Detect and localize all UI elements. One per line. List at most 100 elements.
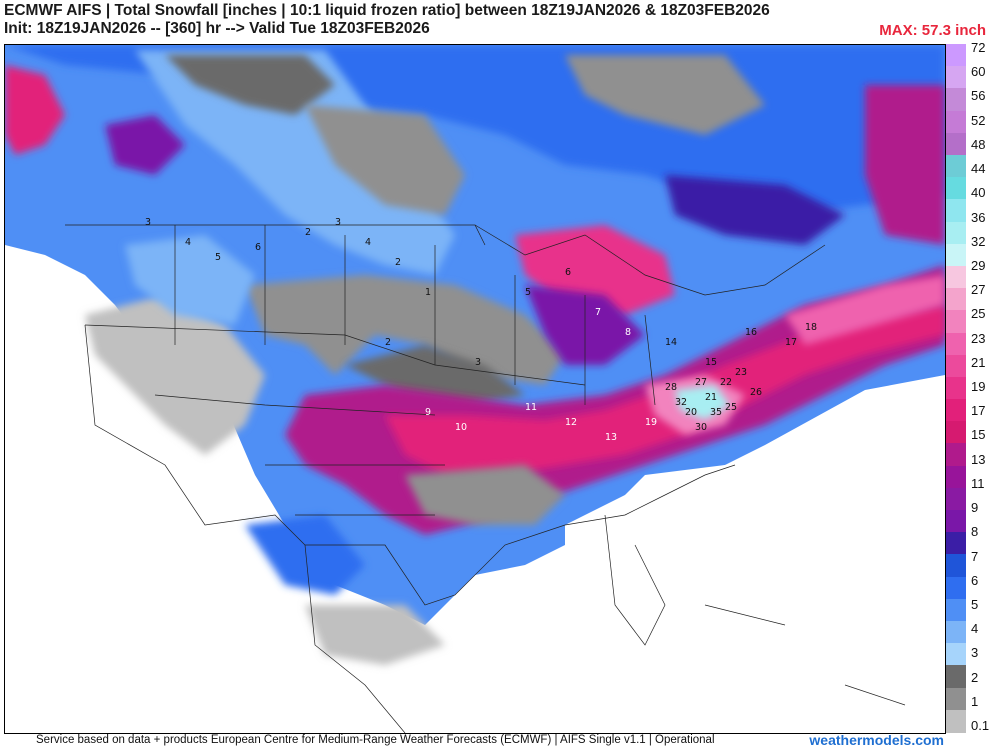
color-scale-segment	[946, 532, 966, 556]
snowfall-map: 3 4 5 6 2 3 4 2 1 2 3 5 6 7 8 9 10 11 12…	[4, 44, 946, 734]
max-snowfall-label: MAX: 57.3 inch	[879, 22, 986, 39]
color-scale-level: 27	[971, 282, 986, 298]
color-scale-level: 0.1	[971, 718, 990, 733]
color-scale-level: 17	[971, 403, 986, 419]
snow-label: 9	[425, 407, 431, 418]
color-scale-bar	[946, 44, 968, 733]
color-scale-segment	[946, 421, 966, 445]
snow-label: 6	[565, 267, 571, 278]
snow-label: 17	[785, 337, 797, 348]
snow-label: 11	[525, 402, 537, 413]
snow-label: 10	[455, 422, 467, 433]
color-scale-segment	[946, 399, 966, 423]
snow-label: 16	[745, 327, 757, 338]
color-scale-segment	[946, 554, 966, 578]
snow-label: 19	[645, 417, 657, 428]
color-scale-segment	[946, 243, 966, 267]
color-scale-segment	[946, 221, 966, 245]
color-scale-segment	[946, 288, 966, 312]
snow-label: 5	[215, 252, 221, 263]
snow-label: 5	[525, 287, 531, 298]
snow-label: 20	[685, 407, 697, 418]
color-scale-level: 2	[971, 669, 979, 685]
snow-label: 26	[750, 387, 762, 398]
snow-label: 1	[425, 287, 431, 298]
color-scale-segment	[946, 154, 966, 178]
color-scale-segment	[946, 354, 966, 378]
map-subtitle: Init: 18Z19JAN2026 -- [360] hr --> Valid…	[4, 20, 430, 37]
color-scale-level: 6	[971, 572, 979, 588]
color-scale-level: 15	[971, 427, 986, 443]
color-scale-level: 56	[971, 88, 986, 104]
color-scale-level: 8	[971, 524, 979, 540]
snow-label: 8	[625, 327, 631, 338]
snow-label: 13	[605, 432, 617, 443]
color-scale-segment	[946, 510, 966, 534]
color-scale-level: 29	[971, 257, 986, 273]
snow-label: 22	[720, 377, 732, 388]
snowfall-point-labels: 3 4 5 6 2 3 4 2 1 2 3 5 6 7 8 9 10 11 12…	[145, 217, 817, 443]
snowfall-map-canvas: 3 4 5 6 2 3 4 2 1 2 3 5 6 7 8 9 10 11 12…	[5, 45, 945, 733]
snow-label: 2	[395, 257, 401, 268]
snow-label: 30	[695, 422, 707, 433]
color-scale-level: 13	[971, 451, 986, 467]
snow-label: 2	[385, 337, 391, 348]
snow-label: 7	[595, 307, 601, 318]
color-scale-segment	[946, 665, 966, 689]
snow-label: 14	[665, 337, 677, 348]
color-scale-segment	[946, 44, 966, 67]
color-scale-level: 19	[971, 379, 986, 394]
color-scale-level: 3	[971, 645, 979, 661]
snow-label: 23	[735, 367, 747, 378]
color-scale-level: 36	[971, 209, 986, 225]
snow-label: 3	[475, 357, 481, 368]
color-scale-segment	[946, 66, 966, 90]
color-scale-level: 44	[971, 161, 986, 177]
color-scale-level: 4	[971, 621, 979, 637]
color-scale-segment	[946, 576, 966, 600]
color-scale-segment	[946, 443, 966, 467]
snow-label: 18	[805, 322, 817, 333]
color-scale-segment	[946, 687, 966, 711]
color-scale-segment	[946, 598, 966, 622]
color-scale-level: 48	[971, 136, 986, 152]
color-scale-level: 23	[971, 330, 986, 346]
snow-label: 21	[705, 392, 717, 403]
snow-label: 6	[255, 242, 261, 253]
snow-label: 35	[710, 407, 722, 418]
color-scale-level: 72	[971, 40, 986, 55]
color-scale-segment	[946, 132, 966, 156]
snow-label: 12	[565, 417, 577, 428]
color-scale-level: 1	[971, 693, 979, 709]
snow-label: 3	[335, 217, 341, 228]
color-scale-segment	[946, 265, 966, 289]
color-scale-level: 11	[971, 475, 985, 491]
color-scale-level: 25	[971, 306, 986, 322]
color-scale-segment	[946, 88, 966, 112]
color-scale-segment	[946, 177, 966, 201]
snow-label: 27	[695, 377, 707, 388]
color-scale-level: 7	[971, 548, 979, 564]
color-scale-segment	[946, 332, 966, 356]
color-scale-level: 5	[971, 596, 979, 612]
color-scale-level: 52	[971, 112, 986, 128]
color-scale-level: 40	[971, 185, 986, 201]
color-scale-level: 32	[971, 233, 986, 249]
map-title: ECMWF AIFS | Total Snowfall [inches | 10…	[4, 2, 770, 19]
color-scale-segment	[946, 487, 966, 511]
snow-label: 28	[665, 382, 677, 393]
brand-link[interactable]: weathermodels.com	[809, 732, 944, 748]
snow-label: 3	[145, 217, 151, 228]
color-scale-level: 60	[971, 64, 986, 80]
snow-field	[5, 45, 945, 733]
color-scale-segment	[946, 621, 966, 645]
color-scale-segment	[946, 199, 966, 223]
color-scale-segment	[946, 643, 966, 667]
borders	[65, 224, 906, 733]
snow-label: 32	[675, 397, 687, 408]
snow-label: 15	[705, 357, 717, 368]
color-scale-segment	[946, 709, 966, 733]
snow-label: 2	[305, 227, 311, 238]
color-scale-segment	[946, 376, 966, 400]
snow-label: 4	[365, 237, 371, 248]
